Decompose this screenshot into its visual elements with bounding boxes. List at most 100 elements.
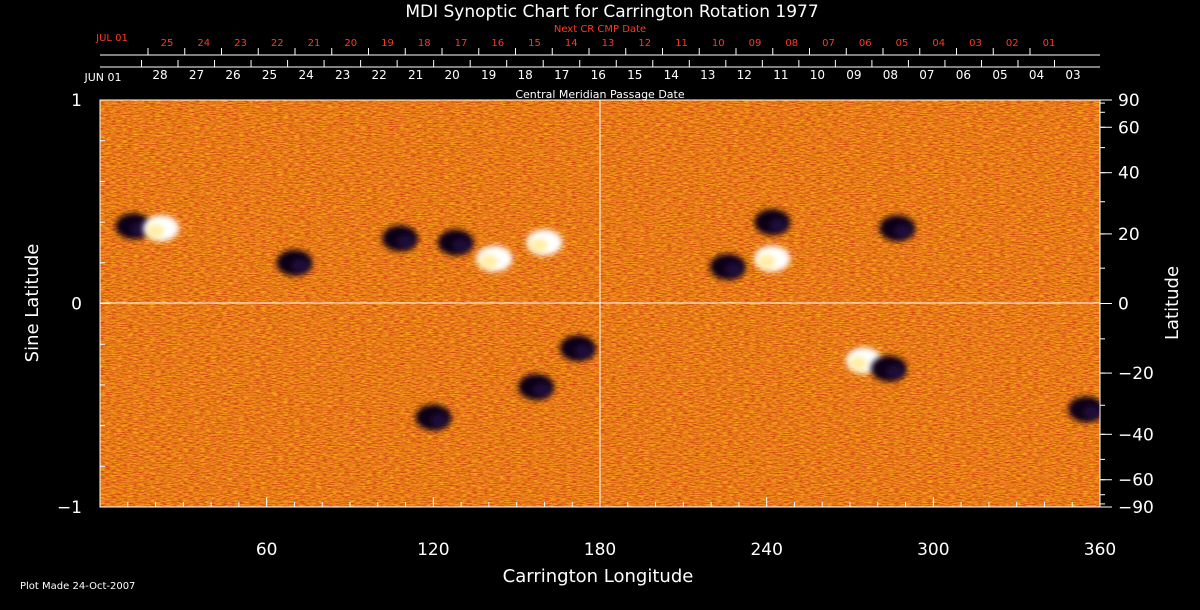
- x-tick-label: 240: [750, 540, 782, 560]
- cmp-date-label: 07: [919, 68, 934, 82]
- cmp-date-label: 04: [1029, 68, 1044, 82]
- cmp-date-label: 26: [225, 68, 240, 82]
- next-cr-date-label: 13: [602, 38, 615, 49]
- cmp-date-label: 19: [481, 68, 496, 82]
- x-tick-label: 300: [917, 540, 949, 560]
- cmp-date-label: 24: [298, 68, 313, 82]
- y-axis-right: 90 60 40 20 0 −20 −40 −60 −90: [1100, 91, 1154, 518]
- active-region-14-halo: [533, 382, 552, 397]
- next-cr-date-label: 21: [308, 38, 321, 49]
- active-region-4-halo: [452, 238, 471, 253]
- plot-made-footer: Plot Made 24-Oct-2007: [20, 581, 135, 592]
- x-tick-label: 180: [584, 540, 616, 560]
- y-left-tick-label: 0: [71, 295, 82, 315]
- cmp-date-label: 13: [700, 68, 715, 82]
- active-region-16-halo: [1083, 405, 1100, 420]
- next-cr-date-label: 15: [528, 38, 541, 49]
- next-cr-date-label: 22: [271, 38, 284, 49]
- active-region-13-halo: [574, 344, 593, 359]
- y-axis-left-title: Sine Latitude: [22, 244, 43, 363]
- active-region-17-halo: [291, 258, 310, 273]
- cmp-date-label: 20: [445, 68, 460, 82]
- active-region-9-halo: [769, 218, 788, 233]
- cmp-date-label: 25: [262, 68, 277, 82]
- next-cr-date-label: 07: [822, 38, 835, 49]
- cmp-date-label: 15: [627, 68, 642, 82]
- next-cr-date-label: 02: [1006, 38, 1019, 49]
- next-cr-date-label: 01: [1043, 38, 1056, 49]
- next-cr-date-label: 03: [969, 38, 982, 49]
- active-region-5-halo: [479, 254, 498, 269]
- next-cr-date-label: 14: [565, 38, 578, 49]
- next-cr-date-label: 12: [638, 38, 651, 49]
- y-left-tick-label: 1: [71, 91, 82, 111]
- cmp-date-label: 23: [335, 68, 350, 82]
- next-cr-date-label: 23: [234, 38, 247, 49]
- cmp-date-label: 09: [846, 68, 861, 82]
- cmp-date-label: 12: [737, 68, 752, 82]
- cmp-date-label: 18: [518, 68, 533, 82]
- active-region-12-halo: [885, 364, 904, 379]
- cmp-date-label: 16: [591, 68, 606, 82]
- active-region-11-halo: [848, 356, 867, 371]
- cmp-date-label: 11: [773, 68, 788, 82]
- next-cr-date-label: 06: [859, 38, 872, 49]
- active-region-7-halo: [724, 262, 743, 277]
- y-right-tick-label: 20: [1118, 225, 1140, 245]
- cmp-date-label: 17: [554, 68, 569, 82]
- x-tick-label: 360: [1084, 540, 1116, 560]
- cmp-date-label: 14: [664, 68, 679, 82]
- next-cr-date-label: 20: [344, 38, 357, 49]
- next-cr-date-label: 19: [381, 38, 394, 49]
- next-cr-month-label: JUL 01: [95, 33, 128, 44]
- cmp-date-axis: 28 27 26 25 24 23 22 21 20 19 18 17 16 15 14 13 12 11 10 09…: [100, 60, 1100, 101]
- x-tick-label: 60: [256, 540, 278, 560]
- next-cr-date-label: 17: [455, 38, 468, 49]
- active-regions: [115, 209, 1100, 431]
- cmp-date-label: 28: [152, 68, 167, 82]
- next-cr-date-label: 25: [161, 38, 174, 49]
- active-region-15-halo: [430, 413, 449, 428]
- y-right-tick-label: 60: [1118, 118, 1140, 138]
- cmp-date-label: 08: [883, 68, 898, 82]
- y-axis-right-title: Latitude: [1162, 266, 1183, 340]
- y-left-tick-label: −1: [57, 498, 82, 518]
- active-region-6-halo: [529, 238, 548, 253]
- cmp-date-label: 21: [408, 68, 423, 82]
- next-cr-date-label: 24: [197, 38, 210, 49]
- next-cr-date-label: 05: [896, 38, 909, 49]
- cmp-date-label: 10: [810, 68, 825, 82]
- active-region-3-halo: [397, 234, 415, 249]
- y-right-tick-label: −40: [1118, 425, 1154, 445]
- cmp-date-label: 22: [371, 68, 386, 82]
- cmp-date-label: 03: [1065, 68, 1080, 82]
- cmp-month-label: JUN 01: [83, 71, 121, 84]
- next-cr-date-label: 16: [491, 38, 504, 49]
- active-region-2-halo: [146, 224, 165, 239]
- next-cr-date-label: 18: [418, 38, 431, 49]
- x-tick-label: 120: [417, 540, 449, 560]
- cmp-axis-title: Central Meridian Passage Date: [515, 88, 684, 101]
- y-right-tick-label: 0: [1118, 295, 1129, 315]
- next-cr-date-label: 10: [712, 38, 725, 49]
- y-right-tick-label: −20: [1118, 364, 1154, 384]
- next-cr-date-axis: 25 24 23 22 21 20 19 18 17 16 15 14 13 12 11 10 09 08 07 06…: [100, 38, 1100, 56]
- x-axis: 60 120 180 240 300 360: [127, 497, 1116, 560]
- y-axis-left: 1 0 −1: [57, 91, 110, 518]
- cmp-date-label: 05: [992, 68, 1007, 82]
- chart-title: MDI Synoptic Chart for Carrington Rotati…: [405, 2, 818, 22]
- cmp-date-label: 06: [956, 68, 971, 82]
- active-region-10-halo: [894, 224, 913, 239]
- next-cr-date-label: 04: [932, 38, 945, 49]
- next-cr-date-label: 08: [785, 38, 798, 49]
- y-right-tick-label: −60: [1118, 471, 1154, 491]
- next-cr-date-label: 11: [675, 38, 688, 49]
- x-axis-title: Carrington Longitude: [503, 566, 694, 587]
- next-cr-date-label: 09: [749, 38, 762, 49]
- active-region-8-halo: [757, 254, 776, 269]
- next-cr-axis-title: Next CR CMP Date: [554, 24, 646, 35]
- y-right-tick-label: 90: [1118, 91, 1140, 111]
- y-right-tick-label: 40: [1118, 164, 1140, 184]
- y-right-tick-label: −90: [1118, 498, 1154, 518]
